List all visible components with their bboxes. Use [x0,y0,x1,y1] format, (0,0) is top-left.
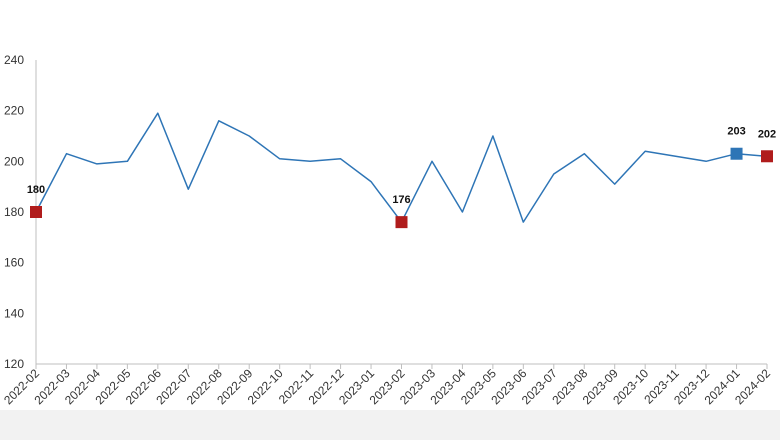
data-point-marker [395,216,408,229]
y-axis: 120 140 160 180 200 220 240 [4,53,37,371]
markers-layer: 180 176 203 202 [27,126,776,229]
data-label: 176 [392,194,410,206]
data-point-marker [30,206,42,218]
bottom-band [0,410,780,440]
y-tick-label: 200 [4,154,24,168]
data-point-marker [730,147,743,160]
y-tick-label: 120 [4,357,24,371]
y-tick-label: 220 [4,104,24,118]
x-axis: 2022-022022-032022-042022-052022-062022-… [1,363,773,407]
y-tick-label: 180 [4,205,24,219]
data-label: 202 [758,128,776,140]
y-tick-label: 240 [4,53,24,67]
y-tick-label: 140 [4,306,24,320]
data-label: 203 [727,126,745,138]
data-label: 180 [27,184,45,196]
y-tick-label: 160 [4,256,24,270]
data-point-marker [761,150,773,163]
